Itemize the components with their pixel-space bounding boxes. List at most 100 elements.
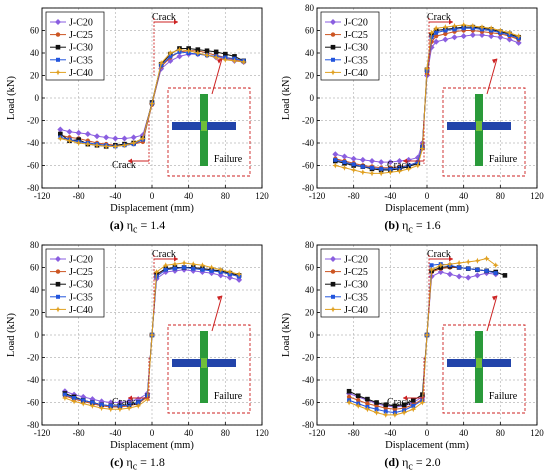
data-point — [176, 46, 183, 53]
data-point — [428, 44, 435, 51]
data-point — [112, 135, 119, 142]
y-tick-label: -80 — [302, 183, 314, 193]
legend-item: J-C30 — [325, 43, 368, 54]
legend-swatch-marker — [55, 32, 61, 37]
data-point — [488, 33, 495, 40]
x-tick-label: 120 — [530, 428, 544, 438]
legend-swatch-marker — [330, 19, 336, 25]
data-point — [103, 143, 110, 150]
data-point — [415, 160, 420, 165]
crack-arrowhead-bottom — [403, 395, 407, 401]
y-tick-label: 60 — [305, 26, 315, 36]
data-point — [94, 142, 100, 149]
legend-label: J-C30 — [344, 43, 368, 54]
data-point — [515, 39, 522, 46]
legend-swatch-marker — [55, 44, 61, 50]
data-point — [443, 31, 448, 37]
data-point — [204, 48, 210, 54]
data-point — [359, 169, 366, 176]
legend-swatch-marker — [55, 269, 61, 274]
crack-arrowhead-top — [449, 256, 453, 262]
data-point — [103, 134, 110, 141]
data-point — [200, 267, 205, 272]
x-tick-label: 0 — [425, 191, 430, 201]
data-point — [429, 35, 434, 40]
crack-label-bottom: Crack — [387, 160, 411, 171]
data-point — [182, 265, 187, 270]
x-tick-label: 40 — [459, 428, 469, 438]
crack-label-bottom: Crack — [112, 160, 136, 171]
x-tick-label: 120 — [255, 428, 269, 438]
x-axis-label: Displacement (mm) — [385, 440, 469, 451]
data-point — [456, 273, 463, 280]
y-tick-label: -60 — [302, 161, 314, 171]
data-point — [502, 273, 508, 278]
legend-item: J-C20 — [325, 18, 368, 29]
data-point — [75, 129, 82, 136]
data-point — [410, 397, 416, 403]
x-tick-label: 120 — [530, 191, 544, 201]
legend-swatch-marker — [330, 32, 336, 37]
data-point — [167, 50, 174, 56]
data-point — [460, 33, 467, 40]
data-point — [365, 401, 370, 406]
data-point — [392, 403, 398, 409]
x-tick-label: -120 — [34, 191, 51, 201]
data-point — [465, 258, 472, 265]
data-point — [378, 159, 385, 166]
data-point — [126, 405, 133, 412]
data-point — [346, 394, 352, 400]
crack-arrowhead-bottom — [128, 395, 132, 401]
panel-a: Failure Crack Crack -120 -80 -40 0 40 80 120 -80 -6… — [0, 0, 275, 237]
failure-pointer-head — [217, 295, 222, 301]
data-point — [208, 264, 215, 271]
data-point — [195, 47, 201, 52]
y-axis-label: Load (kN) — [6, 75, 17, 120]
data-point — [401, 409, 408, 416]
failure-label: Failure — [489, 154, 518, 165]
x-tick-label: 0 — [150, 428, 155, 438]
data-point — [493, 271, 498, 276]
data-point — [355, 402, 362, 409]
data-point — [107, 406, 114, 413]
legend-label: J-C35 — [69, 55, 93, 66]
legend-item: J-C40 — [50, 305, 93, 316]
data-point — [484, 268, 489, 273]
data-point — [226, 269, 233, 275]
data-point — [61, 395, 68, 401]
data-point — [346, 399, 353, 406]
y-tick-label: 60 — [305, 263, 315, 273]
x-tick-label: -80 — [348, 428, 360, 438]
crack-annotations: Crack Crack — [387, 12, 498, 171]
caption-b: (b) ηc = 1.6 — [384, 218, 441, 236]
y-tick-label: 20 — [305, 71, 315, 81]
legend-box — [45, 11, 105, 81]
legend-label: J-C25 — [69, 30, 93, 41]
legend-label: J-C20 — [344, 255, 368, 266]
data-point — [94, 133, 100, 140]
failure-pointer — [211, 58, 223, 95]
data-point — [382, 411, 389, 418]
x-tick-label: -80 — [73, 428, 85, 438]
failure-pointer — [211, 295, 223, 332]
crack-label-top: Crack — [427, 12, 451, 23]
panel-c: Failure Crack Crack -120 -80 -40 0 40 80 120 -80 -6… — [0, 237, 275, 474]
y-tick-label: 20 — [30, 308, 40, 318]
legend-item: J-C40 — [50, 68, 93, 79]
data-point — [401, 402, 407, 408]
data-point — [162, 262, 169, 269]
y-axis-label: Load (kN) — [281, 75, 292, 120]
failure-pointer — [486, 58, 498, 95]
data-point — [72, 396, 77, 400]
legend-swatch-marker — [55, 69, 61, 76]
data-point — [116, 406, 123, 413]
data-point — [429, 263, 434, 268]
data-point — [383, 409, 388, 414]
y-tick-label: 0 — [310, 330, 315, 340]
legend-item: J-C40 — [325, 68, 368, 79]
data-point — [446, 261, 453, 268]
